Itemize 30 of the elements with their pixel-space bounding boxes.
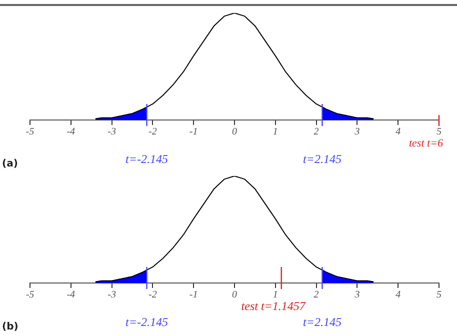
x-tick-label: -3 xyxy=(108,126,116,138)
x-tick-label: -1 xyxy=(189,126,198,138)
text: (a) xyxy=(2,158,18,170)
x-tick-label: 2 xyxy=(314,290,319,301)
x-tick-label: -2 xyxy=(148,126,157,138)
x-tick-label: 2 xyxy=(314,126,319,138)
x-tick-label: 0 xyxy=(232,290,237,301)
x-tick-label: 1 xyxy=(272,290,278,301)
x-tick-label: 5 xyxy=(436,126,442,138)
ref-line-label: t=2.145 xyxy=(303,315,342,330)
ref-line-label: t=2.145 xyxy=(303,152,342,166)
x-tick-label: 3 xyxy=(354,126,360,138)
ref-line-label: test t=1.1457 xyxy=(241,299,306,314)
x-tick-label: 0 xyxy=(232,126,237,138)
x-tick-label: -4 xyxy=(66,126,76,138)
x-tick-label: 4 xyxy=(396,126,401,138)
x-tick-label: -5 xyxy=(26,126,34,138)
x-tick-label: 4 xyxy=(396,290,401,301)
x-tick-label: 5 xyxy=(436,290,442,301)
x-tick-label: 3 xyxy=(354,290,360,301)
x-tick-label: -5 xyxy=(26,290,34,301)
text: (b) xyxy=(2,322,18,333)
x-tick-label: -1 xyxy=(189,290,198,301)
x-tick-label: 1 xyxy=(272,126,278,138)
x-tick-label: -3 xyxy=(108,290,116,301)
x-tick-label: -2 xyxy=(148,290,157,301)
x-tick-label: -4 xyxy=(66,290,76,301)
ref-line-label: t=-2.145 xyxy=(126,152,168,166)
text: test t=6 xyxy=(408,137,444,150)
ref-line-label: t=-2.145 xyxy=(126,315,168,330)
